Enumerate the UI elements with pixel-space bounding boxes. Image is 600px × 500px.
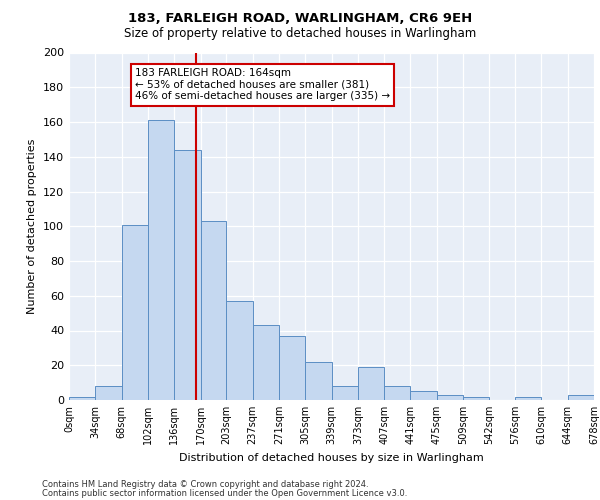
Bar [358,367,384,400]
Bar [95,386,122,400]
Bar [410,392,437,400]
Text: 183 FARLEIGH ROAD: 164sqm
← 53% of detached houses are smaller (381)
46% of semi: 183 FARLEIGH ROAD: 164sqm ← 53% of detac… [135,68,390,102]
Text: Contains public sector information licensed under the Open Government Licence v3: Contains public sector information licen… [42,488,407,498]
Text: Size of property relative to detached houses in Warlingham: Size of property relative to detached ho… [124,28,476,40]
Bar [384,386,410,400]
Bar [331,386,358,400]
Y-axis label: Number of detached properties: Number of detached properties [28,138,37,314]
Bar [437,395,463,400]
Bar [122,224,148,400]
Bar [515,396,541,400]
Text: 183, FARLEIGH ROAD, WARLINGHAM, CR6 9EH: 183, FARLEIGH ROAD, WARLINGHAM, CR6 9EH [128,12,472,26]
X-axis label: Distribution of detached houses by size in Warlingham: Distribution of detached houses by size … [179,452,484,462]
Bar [175,150,200,400]
Bar [200,221,226,400]
Bar [568,395,594,400]
Bar [226,301,253,400]
Bar [69,396,95,400]
Text: Contains HM Land Registry data © Crown copyright and database right 2024.: Contains HM Land Registry data © Crown c… [42,480,368,489]
Bar [305,362,331,400]
Bar [253,326,279,400]
Bar [148,120,175,400]
Bar [279,336,305,400]
Bar [463,396,488,400]
